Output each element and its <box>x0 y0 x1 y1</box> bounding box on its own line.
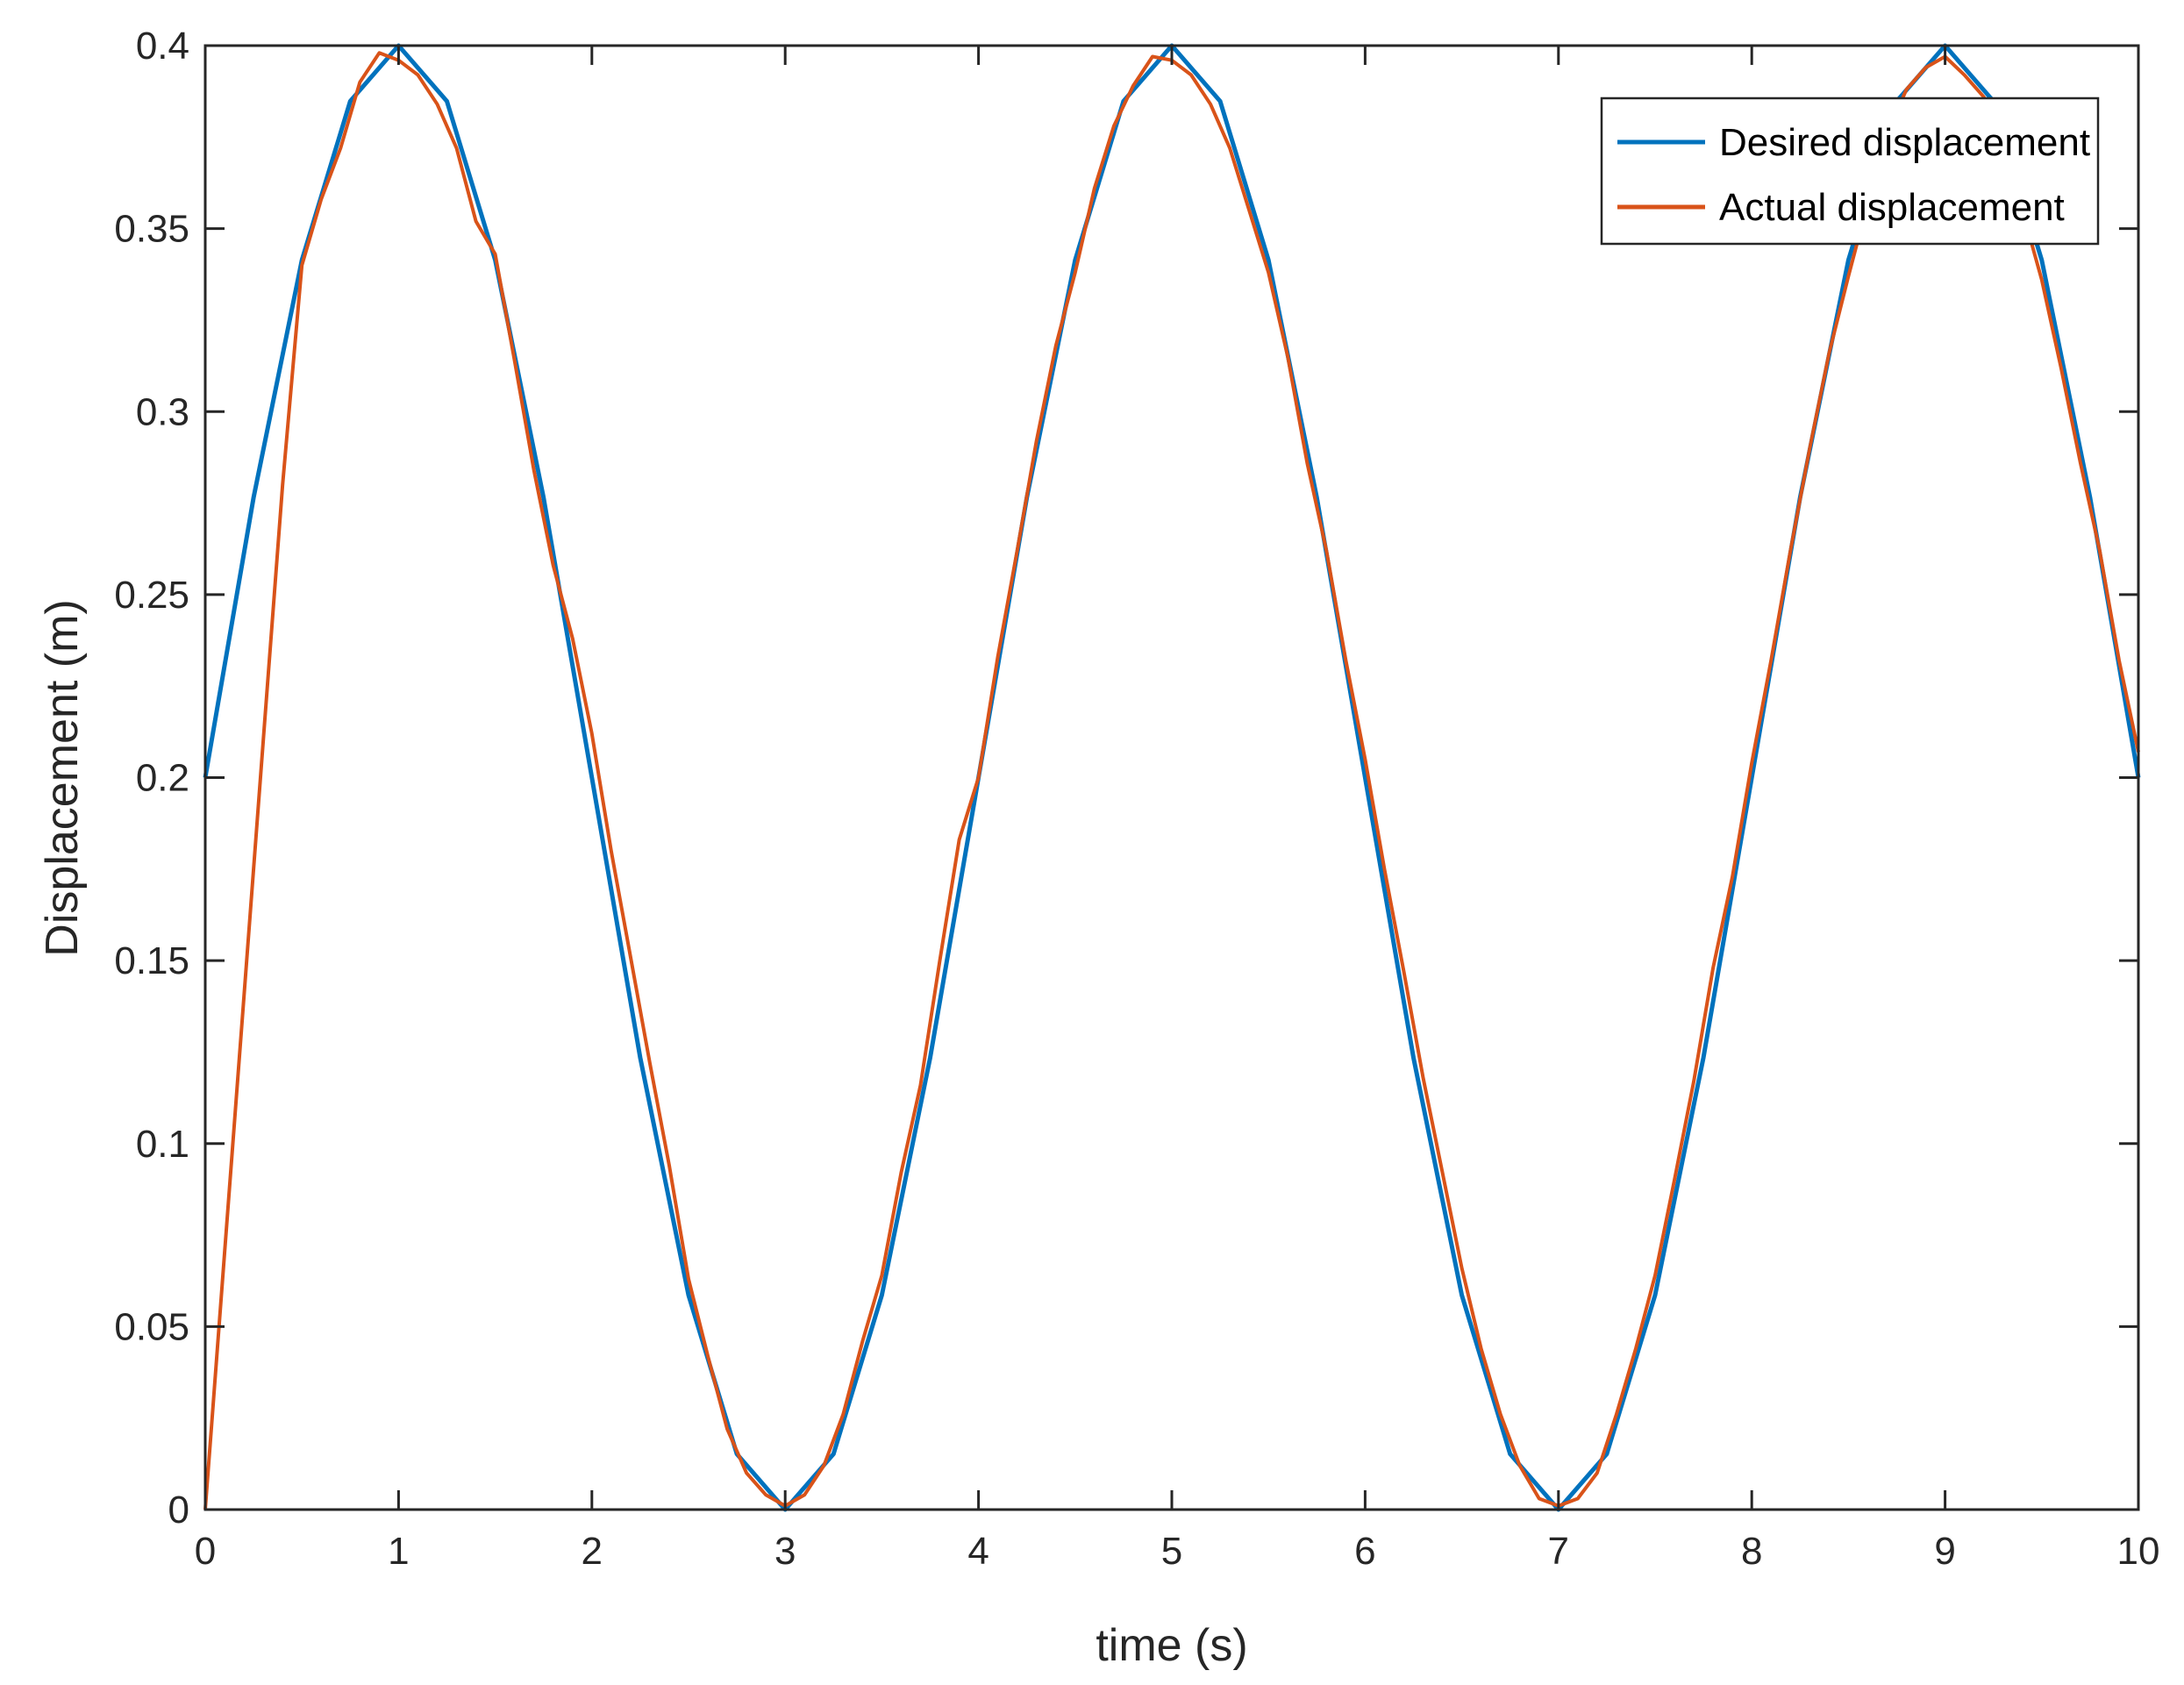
legend-box <box>1600 96 2100 246</box>
x-axis-label: time (s) <box>1096 1620 1247 1671</box>
x-tick-label: 6 <box>1354 1530 1375 1573</box>
x-tick-label: 2 <box>582 1530 603 1573</box>
x-tick-label: 10 <box>2117 1530 2160 1573</box>
x-tick-label: 1 <box>388 1530 409 1573</box>
x-tick-label: 0 <box>195 1530 216 1573</box>
x-tick-label: 3 <box>774 1530 796 1573</box>
x-tick-label: 9 <box>1934 1530 1955 1573</box>
y-tick-label: 0.3 <box>136 390 189 433</box>
y-ticks: 0 0.05 0.1 0.15 0.2 0.25 0.3 0.35 0.4 <box>114 25 2138 1531</box>
y-tick-label: 0.15 <box>114 939 189 982</box>
x-tick-label: 5 <box>1161 1530 1182 1573</box>
x-tick-label: 4 <box>967 1530 989 1573</box>
y-tick-label: 0 <box>168 1489 189 1531</box>
y-tick-label: 0.35 <box>114 208 189 251</box>
x-tick-label: 8 <box>1741 1530 1762 1573</box>
legend-label-desired: Desired displacement <box>1719 121 2090 164</box>
y-axis-label: Displacement (m) <box>37 599 88 956</box>
legend-label-actual: Actual displacement <box>1719 186 2065 229</box>
x-ticks: 0 1 2 3 4 5 6 7 8 9 10 <box>195 46 2160 1573</box>
legend: Desired displacement Actual displacement <box>1600 96 2100 246</box>
x-tick-label: 7 <box>1548 1530 1569 1573</box>
y-tick-label: 0.25 <box>114 574 189 617</box>
y-tick-label: 0.4 <box>136 25 189 68</box>
y-tick-label: 0.1 <box>136 1123 189 1166</box>
y-tick-label: 0.2 <box>136 757 189 800</box>
y-tick-label: 0.05 <box>114 1305 189 1348</box>
plot-area <box>205 46 2138 1510</box>
